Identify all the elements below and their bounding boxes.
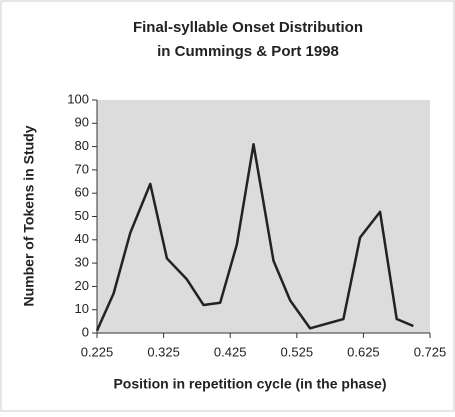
y-tick-label: 60 [75,185,89,200]
y-tick-label: 100 [67,91,89,106]
x-tick-label: 0.325 [147,344,180,359]
y-tick-label: 30 [75,255,89,270]
y-tick-label: 40 [75,231,89,246]
x-tick-label: 0.425 [214,344,247,359]
x-tick-label: 0.625 [347,344,380,359]
plot-area [97,100,430,333]
x-axis-label: Position in repetition cycle (in the pha… [113,376,386,392]
data-line [95,143,414,332]
x-tick-label: 0.725 [414,344,447,359]
y-tick-label: 80 [75,138,89,153]
y-tick-label: 70 [75,161,89,176]
y-tick-label: 0 [82,324,89,339]
chart-title: Final-syllable Onset Distribution [133,19,363,36]
y-tick-label: 10 [75,301,89,316]
y-tick-label: 20 [75,278,89,293]
y-tick-label: 90 [75,115,89,130]
x-tick-label: 0.225 [81,344,114,359]
x-tick-label: 0.525 [281,344,314,359]
chart-subtitle: in Cummings & Port 1998 [157,43,339,60]
y-axis-label: Number of Tokens in Study [21,125,37,306]
y-tick-label: 50 [75,208,89,223]
